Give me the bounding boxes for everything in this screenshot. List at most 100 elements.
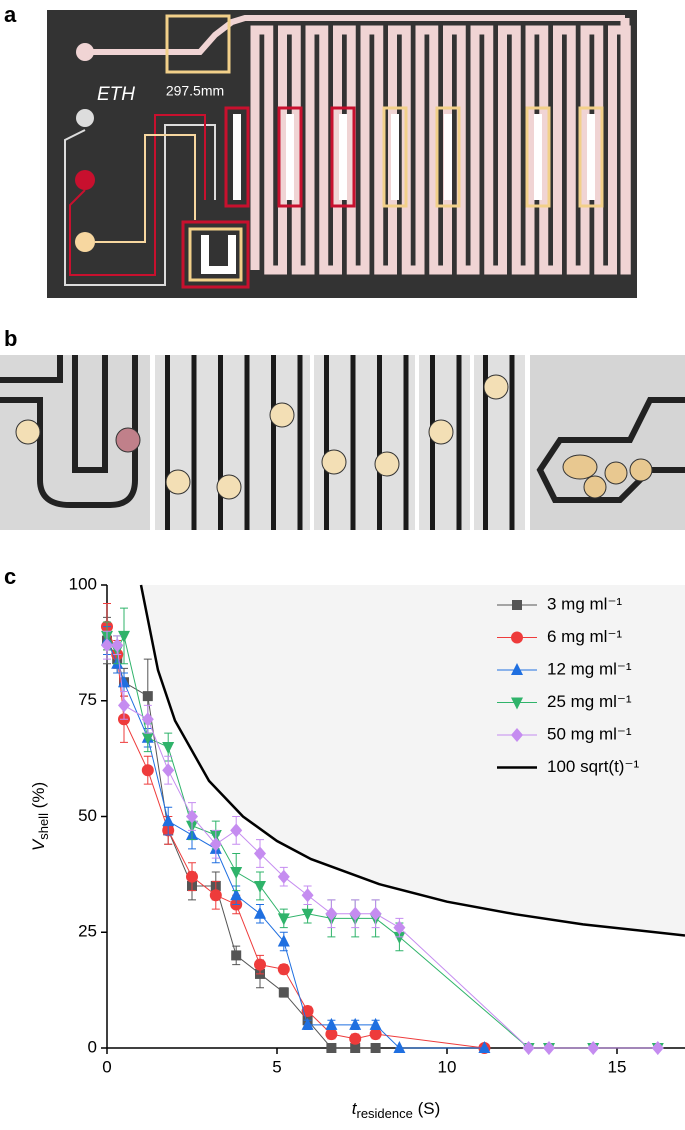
length-label: 297.5mm <box>166 83 224 99</box>
channel-segment <box>233 114 241 200</box>
legend-label: 100 sqrt(t)⁻¹ <box>547 757 639 776</box>
channel-wall <box>191 355 197 530</box>
point <box>277 869 290 884</box>
highlight-boxes <box>224 106 604 208</box>
point <box>522 1041 535 1055</box>
droplet <box>321 449 347 475</box>
chart: 0 25 50 75 100 0 5 10 15 tresidence (S) Vshell (%)… <box>29 574 685 1121</box>
micrographs <box>0 355 685 530</box>
droplet <box>583 475 607 499</box>
panel-label: b <box>4 326 17 351</box>
x-axis-label: tresidence (S) <box>352 1099 441 1121</box>
droplet <box>629 458 653 482</box>
channel-wall <box>271 355 276 530</box>
point <box>393 1041 406 1053</box>
legend-label: 12 mg ml⁻¹ <box>547 659 632 678</box>
channel-wall <box>350 355 356 530</box>
point <box>111 638 124 653</box>
point <box>142 691 153 702</box>
y-tick-label: 25 <box>78 922 97 941</box>
channel-wall <box>0 355 108 473</box>
point <box>278 987 289 998</box>
channel-wall <box>218 355 223 530</box>
inlet <box>76 43 94 61</box>
channel-wall <box>456 355 462 530</box>
point <box>325 1017 338 1030</box>
droplet <box>115 427 141 453</box>
micrograph <box>155 355 525 530</box>
legend-label: 50 mg ml⁻¹ <box>547 724 632 743</box>
legend-marker <box>512 600 522 610</box>
channel-wall <box>324 355 329 530</box>
droplet <box>562 454 598 480</box>
highlight-box <box>578 106 604 208</box>
channel <box>69 114 206 276</box>
channel-wall <box>403 355 409 530</box>
legend-label: 25 mg ml⁻¹ <box>547 692 632 711</box>
point <box>162 763 175 778</box>
y-tick-label: 0 <box>88 1037 97 1056</box>
point <box>651 1041 664 1055</box>
point <box>350 1043 361 1053</box>
droplet <box>269 402 295 428</box>
channel-segment <box>444 114 452 200</box>
channel-wall <box>483 355 488 530</box>
point <box>301 908 314 921</box>
panel-gap <box>415 355 419 530</box>
point <box>141 712 154 727</box>
point <box>277 934 290 947</box>
point <box>254 906 266 919</box>
legend-marker <box>511 663 523 675</box>
point <box>101 638 113 653</box>
point <box>326 1043 337 1053</box>
droplet <box>483 374 509 400</box>
point <box>349 906 362 921</box>
y-tick-label: 50 <box>78 806 97 825</box>
point <box>230 888 243 901</box>
highlight-box <box>277 106 303 208</box>
channel-wall <box>430 355 435 530</box>
droplet <box>428 419 454 445</box>
y-axis-label-part: V <box>29 838 48 851</box>
legend-marker <box>511 631 523 644</box>
point <box>254 846 266 861</box>
channel-wall <box>0 355 138 508</box>
channel-wall <box>165 355 170 530</box>
point <box>369 1017 382 1030</box>
highlight-box <box>382 106 408 208</box>
highlight-box <box>165 14 231 74</box>
channel-segment <box>339 114 347 200</box>
highlight-box <box>435 106 461 208</box>
channel <box>95 134 196 243</box>
legend-label: 3 mg ml⁻¹ <box>547 594 622 613</box>
point <box>277 963 290 976</box>
x-tick-label: 10 <box>438 1057 457 1076</box>
legend-marker <box>511 728 523 742</box>
point <box>543 1041 555 1055</box>
point <box>186 809 198 824</box>
channel-wall <box>509 355 515 530</box>
point <box>370 1043 381 1053</box>
point <box>230 823 243 838</box>
series-line <box>106 640 485 1049</box>
channel <box>170 15 625 55</box>
highlight-box <box>224 106 250 208</box>
point <box>301 888 314 903</box>
channel <box>64 124 216 286</box>
droplet <box>165 469 191 495</box>
channel-segment <box>391 114 399 200</box>
channel-wall <box>297 355 303 530</box>
channel-segment <box>286 114 294 200</box>
inlet <box>75 170 95 190</box>
droplet <box>216 474 242 500</box>
x-axis-label-part: (S) <box>413 1099 440 1118</box>
inlet <box>76 109 94 127</box>
x-axis-label-part: t <box>352 1099 358 1118</box>
point <box>369 906 382 921</box>
point <box>369 1028 382 1041</box>
point <box>393 931 406 944</box>
reference-curve <box>139 584 685 937</box>
channel-walls <box>165 355 515 530</box>
